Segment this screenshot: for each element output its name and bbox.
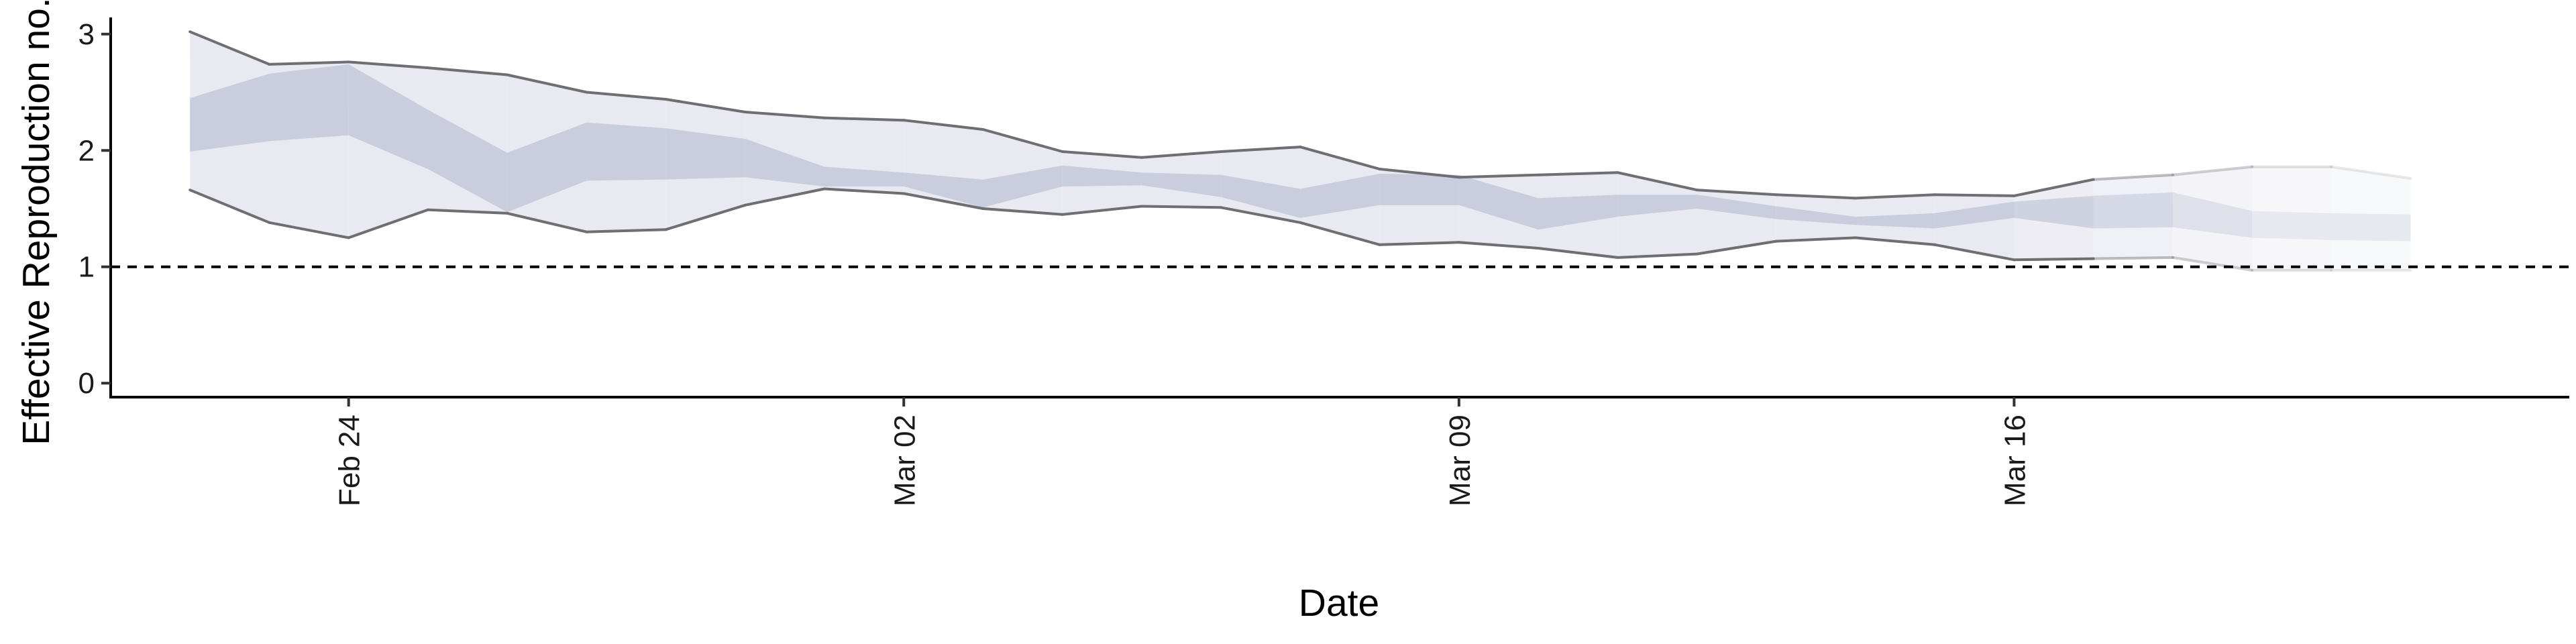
ribbon-inner-segment xyxy=(1697,195,1776,219)
upper-bound-line-segment xyxy=(1378,168,1460,179)
ribbon-inner-segment xyxy=(824,166,904,186)
lower-bound-line-segment xyxy=(981,207,1064,216)
ribbon-inner-segment xyxy=(348,64,428,170)
x-tick-label: Mar 16 xyxy=(1998,415,2031,506)
ribbon-inner-segment xyxy=(1538,195,1618,230)
x-tick-label: Mar 02 xyxy=(888,415,921,506)
y-tick-label: 2 xyxy=(78,134,95,167)
upper-bound-line-segment xyxy=(268,60,350,66)
lower-bound-line-segment xyxy=(426,208,509,215)
lower-bound-line-segment xyxy=(2092,256,2174,260)
ribbon-outer-segment xyxy=(2252,166,2332,270)
lower-bound-line-segment xyxy=(1457,241,1540,250)
upper-bound-line-segment xyxy=(347,60,429,70)
lower-bound-line-segment xyxy=(1695,239,1778,256)
upper-bound-line-segment xyxy=(981,128,1064,153)
lower-bound-line-segment xyxy=(1616,252,1699,259)
ribbon-inner-segment xyxy=(1458,174,1539,230)
upper-bound-line-segment xyxy=(1774,193,1857,200)
lower-bound-line-segment xyxy=(743,187,826,207)
lower-bound-line-segment xyxy=(1299,221,1381,246)
upper-bound-line-segment xyxy=(1220,146,1302,153)
upper-bound-line-segment xyxy=(585,91,667,101)
upper-bound-line-segment xyxy=(743,111,826,119)
axes: 0 1 2 3 Feb 24 Mar 02 Mar 09 Mar 16 xyxy=(78,17,2569,506)
lower-bound-line-segment xyxy=(1140,205,1223,209)
lower-bound-line-segment xyxy=(902,192,985,210)
ribbon-inner-segment xyxy=(269,64,349,142)
upper-bound-line-segment xyxy=(2330,165,2412,180)
upper-bound-line-segment xyxy=(2012,178,2095,197)
upper-bound-line-segment xyxy=(189,30,271,66)
ribbon-inner-segment xyxy=(2172,192,2253,238)
upper-bound-line-segment xyxy=(902,119,985,131)
ribbon-inner-segment xyxy=(1935,201,2015,229)
lower-bound-line-segment xyxy=(2012,257,2095,262)
ribbon-inner-segment xyxy=(190,73,270,152)
upper-bound-line-segment xyxy=(1616,171,1699,192)
x-tick-label: Mar 09 xyxy=(1444,415,1477,506)
ribbon-inner-segment xyxy=(2331,213,2411,241)
y-tick-label: 3 xyxy=(78,18,95,51)
ribbon-inner-segment xyxy=(1141,172,1222,197)
ribbon-outer-segment xyxy=(2331,166,2411,270)
ribbon-inner-segment xyxy=(904,172,983,208)
lower-bound-line-segment xyxy=(1061,205,1143,216)
upper-bound-line-segment xyxy=(1537,171,1619,176)
ribbon-inner-segment xyxy=(586,122,666,181)
lower-bound-line-segment xyxy=(2171,256,2254,272)
x-tick-label: Feb 24 xyxy=(333,415,366,506)
ribbon-inner-segment xyxy=(665,128,745,180)
lower-bound-line-segment xyxy=(664,203,747,231)
lower-bound-line-segment xyxy=(1378,241,1460,246)
y-axis-title: Effective Reproduction no. xyxy=(15,0,58,445)
lower-bound-line-segment xyxy=(1854,236,1937,246)
upper-bound-line-segment xyxy=(1457,173,1540,179)
plot-area xyxy=(111,30,2569,272)
ribbon-inner-segment xyxy=(745,138,824,186)
ribbon-inner-segment xyxy=(1221,174,1301,218)
ribbon-inner-segment xyxy=(1062,165,1142,186)
ribbon-inner-segment xyxy=(1776,206,1856,225)
lower-bound-line-segment xyxy=(1774,236,1857,243)
lower-bound-line-segment xyxy=(268,221,350,239)
x-axis-title: Date xyxy=(1299,582,1379,625)
ribbon-inner-segment xyxy=(1300,174,1380,218)
upper-bound-line-segment xyxy=(1695,189,1778,197)
ribbon-inner-segment xyxy=(2093,192,2173,229)
upper-bound-line-segment xyxy=(426,66,509,76)
upper-bound-line-segment xyxy=(2171,165,2254,176)
lower-bound-line-segment xyxy=(189,189,271,224)
ribbon-inner-segment xyxy=(427,109,508,213)
lower-bound-line-segment xyxy=(347,208,429,239)
y-tick-label: 1 xyxy=(78,251,95,284)
upper-bound-line-segment xyxy=(506,73,588,94)
upper-bound-line-segment xyxy=(664,98,747,113)
upper-bound-line-segment xyxy=(1140,150,1223,159)
lower-bound-line-segment xyxy=(506,211,588,233)
ribbon-inner-segment xyxy=(507,122,587,213)
ribbon-inner-segment xyxy=(1856,213,1935,229)
upper-bound-line-segment xyxy=(1299,146,1381,170)
upper-bound-line-segment xyxy=(1061,150,1143,159)
lower-bound-line-segment xyxy=(1933,243,2016,262)
ribbon-inner-segment xyxy=(1379,174,1459,205)
lower-bound-line-segment xyxy=(1537,247,1619,259)
ribbon-inner-segment xyxy=(983,165,1063,208)
lower-bound-line-segment xyxy=(823,187,906,195)
upper-bound-line-segment xyxy=(2092,173,2174,181)
lower-bound-line-segment xyxy=(1220,206,1302,224)
upper-bound-line-segment xyxy=(823,116,906,122)
ribbon-inner-segment xyxy=(1617,195,1697,217)
y-tick-label: 0 xyxy=(78,367,95,400)
ribbon-inner-segment xyxy=(2014,195,2094,229)
ribbon-inner-segment xyxy=(2252,211,2332,240)
ribbon-outer-segment xyxy=(1617,172,1697,258)
lower-bound-line-segment xyxy=(585,228,667,233)
upper-bound-line-segment xyxy=(1933,193,2016,197)
upper-bound-line-segment xyxy=(1854,193,1937,200)
